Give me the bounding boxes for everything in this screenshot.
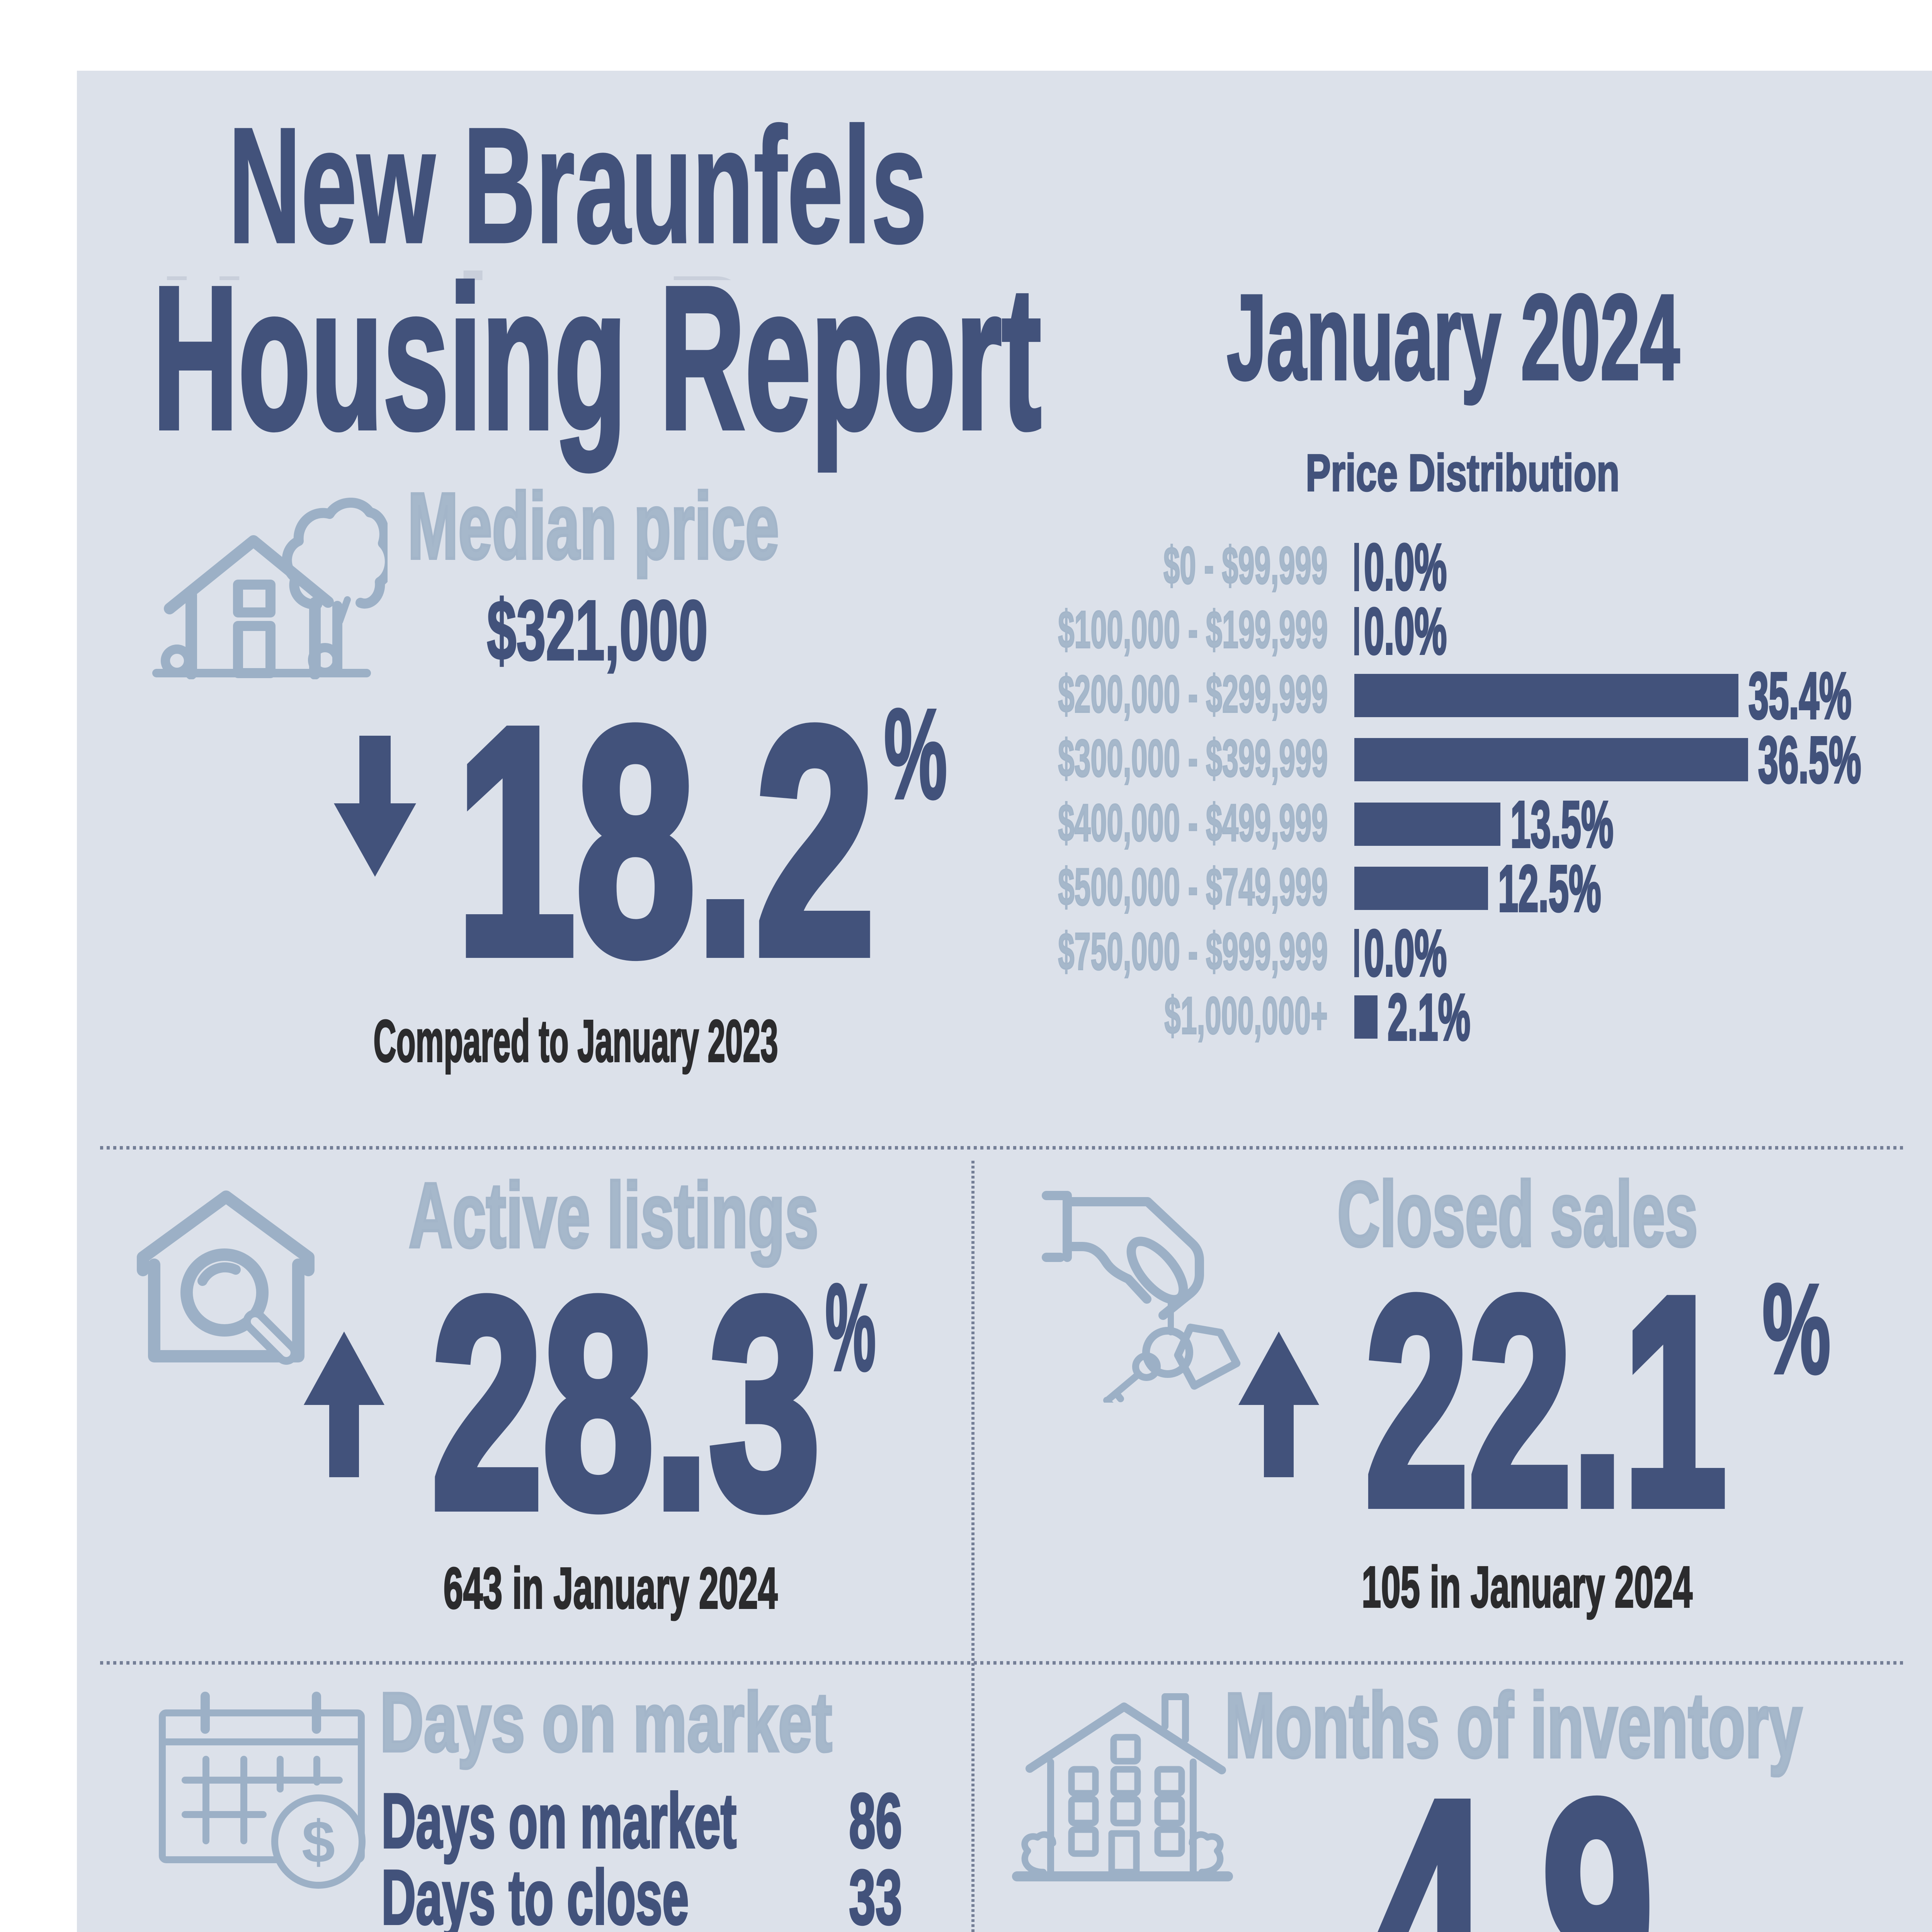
svg-text:$: $ — [302, 1808, 335, 1875]
